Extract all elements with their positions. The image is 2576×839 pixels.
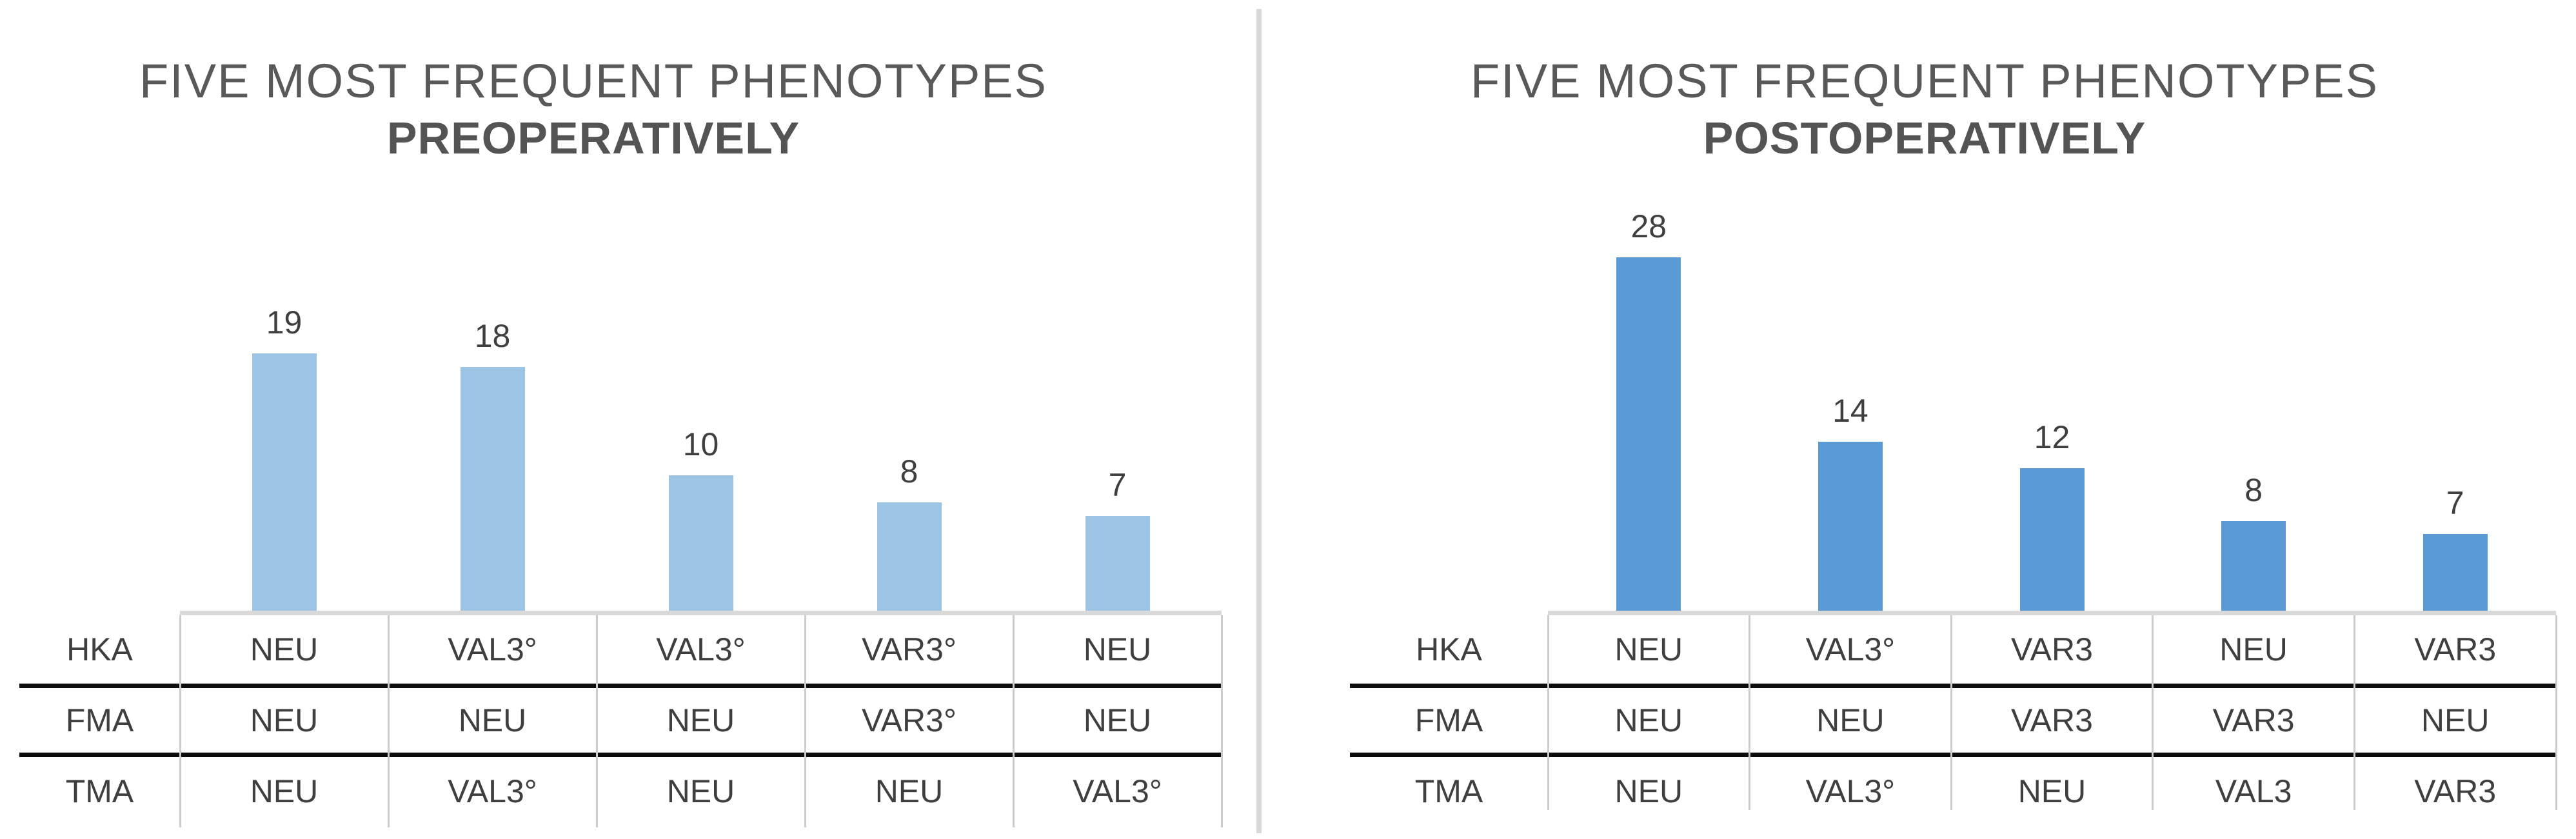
x-axis-line (1548, 611, 2556, 615)
bar-value-label: 8 (900, 453, 918, 489)
table-cell: VAL3° (656, 631, 746, 667)
x-axis-line (180, 611, 1222, 615)
table-cell: VAL3° (448, 631, 537, 667)
table-cell: NEU (875, 773, 944, 809)
bar-value-label: 28 (1630, 208, 1667, 244)
bar-value-label: 19 (266, 304, 302, 341)
table-cell: NEU (1614, 773, 1683, 809)
bar (877, 502, 942, 611)
bar (252, 353, 317, 611)
table-cell: NEU (1614, 702, 1683, 738)
table-cell: VAR3 (2414, 773, 2497, 809)
table-cell: VAR3° (862, 702, 956, 738)
row-divider-line (1350, 684, 2556, 688)
table-row-header: HKA (66, 631, 133, 667)
table-cell: NEU (1614, 631, 1683, 667)
chart-subtitle: POSTOPERATIVELY (1703, 113, 2146, 163)
table-cell: NEU (2421, 702, 2490, 738)
table-row-header: FMA (1414, 702, 1483, 738)
column-separator-line (2152, 615, 2154, 810)
column-separator-line (1950, 615, 1952, 810)
bar (668, 475, 733, 611)
bar-value-label: 14 (1832, 393, 1868, 429)
bar (1818, 442, 1883, 611)
table-cell: NEU (666, 702, 735, 738)
table-cell: NEU (250, 631, 319, 667)
bar (2422, 534, 2488, 611)
table-cell: NEU (1083, 631, 1152, 667)
column-separator-line (2555, 615, 2557, 810)
table-cell: NEU (250, 773, 319, 809)
table-cell: VAL3° (1805, 773, 1896, 809)
table-cell: VAR3 (2011, 702, 2093, 738)
column-separator-line (804, 615, 806, 827)
chart-title-block: FIVE MOST FREQUENT PHENOTYPES POSTOPERAT… (1299, 50, 2550, 164)
column-separator-line (179, 615, 181, 827)
chart-title-block: FIVE MOST FREQUENT PHENOTYPES PREOPERATI… (0, 50, 1187, 164)
plot-area-preoperative: 19 18 10 8 7 (180, 0, 1222, 611)
bar (1616, 257, 1681, 611)
table-cell: NEU (250, 702, 319, 738)
table-row-header: TMA (1414, 773, 1483, 809)
table-row-header: FMA (65, 702, 134, 738)
column-separator-line (1012, 615, 1015, 827)
bar-value-label: 10 (682, 426, 719, 462)
table-cell: VAR3 (2011, 631, 2093, 667)
bar (1085, 516, 1150, 611)
bar (2019, 468, 2085, 611)
chart-subtitle: PREOPERATIVELY (386, 113, 800, 163)
bar-value-label: 8 (2244, 472, 2263, 508)
table-cell: NEU (1083, 702, 1152, 738)
bar-value-label: 7 (1108, 467, 1127, 503)
bar-value-label: 7 (2446, 485, 2464, 521)
table-cell: VAL3° (1073, 773, 1162, 809)
table-cell: VAL3 (2215, 773, 2292, 809)
table-cell: VAL3° (448, 773, 537, 809)
column-separator-line (1547, 615, 1549, 810)
row-divider-line (19, 684, 1222, 688)
bar (2221, 521, 2286, 611)
column-separator-line (1220, 615, 1223, 827)
table-row-header: TMA (65, 773, 134, 809)
table-cell: NEU (2017, 773, 2086, 809)
table-cell: VAR3 (2414, 631, 2497, 667)
column-separator-line (1749, 615, 1751, 810)
chart-title: FIVE MOST FREQUENT PHENOTYPES (139, 54, 1048, 108)
column-separator-line (2353, 615, 2355, 810)
column-separator-line (595, 615, 598, 827)
column-separator-line (387, 615, 390, 827)
table-row-header: HKA (1416, 631, 1482, 667)
bar-value-label: 18 (474, 318, 511, 354)
table-cell: NEU (666, 773, 735, 809)
row-divider-line (19, 753, 1222, 757)
table-cell: VAR3° (862, 631, 956, 667)
panel-divider-line (1256, 9, 1262, 833)
table-cell: VAL3° (1805, 631, 1896, 667)
plot-area-postoperative: 28 14 12 8 7 (1548, 0, 2556, 611)
table-cell: NEU (2219, 631, 2288, 667)
table-cell: VAR3 (2212, 702, 2295, 738)
row-divider-line (1350, 753, 2556, 757)
table-cell: NEU (458, 702, 527, 738)
chart-title: FIVE MOST FREQUENT PHENOTYPES (1470, 54, 2379, 108)
table-cell: NEU (1816, 702, 1885, 738)
bar (460, 367, 525, 611)
bar-value-label: 12 (2034, 419, 2070, 455)
